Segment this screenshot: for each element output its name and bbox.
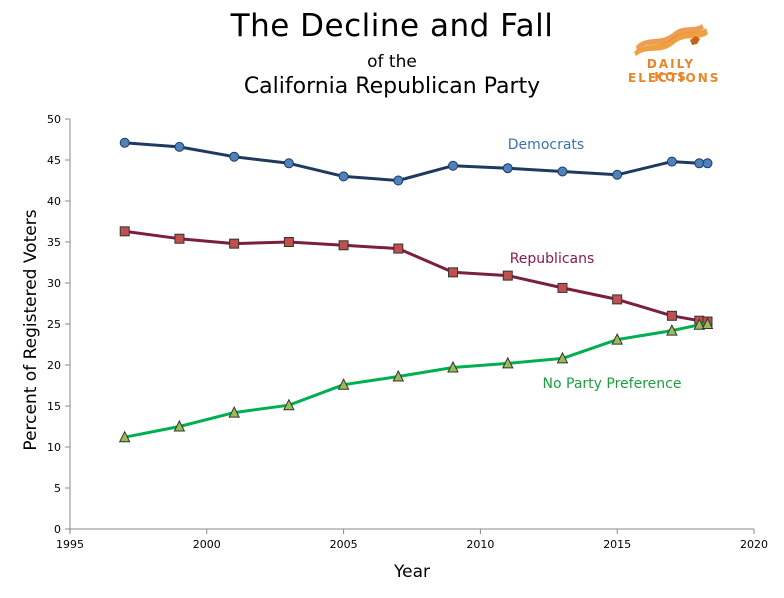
y-tick-label: 50 xyxy=(47,113,61,126)
republicans-point xyxy=(283,237,294,247)
republicans-point xyxy=(557,282,568,293)
series-democrats: Democrats xyxy=(119,137,713,186)
y-tick-label: 25 xyxy=(47,318,61,331)
democrats-point xyxy=(448,160,459,171)
republicans-point xyxy=(174,233,185,244)
republicans-point xyxy=(502,270,513,281)
chart-title: The Decline and Fall xyxy=(230,8,554,44)
x-tick-label: 2005 xyxy=(330,538,358,551)
no-party-preference-point xyxy=(556,351,569,364)
democrats-point xyxy=(393,175,404,186)
no-party-preference-point xyxy=(392,369,405,382)
daily-kos-elections-logo: DAILY KOS ELECTIONS xyxy=(628,24,721,88)
no-party-preference-point xyxy=(611,332,624,345)
no-party-preference-point xyxy=(693,318,706,330)
republicans-point xyxy=(666,310,677,321)
no-party-preference-label: No Party Preference xyxy=(543,376,682,392)
democrats-point xyxy=(338,171,349,182)
x-tick-label: 1995 xyxy=(56,538,84,551)
republicans-point xyxy=(119,226,130,237)
democrats-point xyxy=(119,137,130,148)
republicans-point xyxy=(448,267,459,278)
democrats-point xyxy=(174,141,185,152)
democrats-point xyxy=(283,158,294,169)
x-axis-title: Year xyxy=(393,562,430,582)
series-no-party-preference: No Party Preference xyxy=(118,317,714,443)
democrats-point xyxy=(502,163,513,174)
no-party-preference-point xyxy=(447,360,459,373)
republicans-line xyxy=(124,229,708,323)
y-tick-label: 5 xyxy=(54,482,61,495)
y-tick-label: 20 xyxy=(47,359,61,372)
no-party-preference-point xyxy=(228,405,241,418)
logo-line-2: ELECTIONS xyxy=(628,71,721,85)
chart-subtitle-of-the: of the xyxy=(367,52,417,72)
no-party-preference-point xyxy=(666,323,678,336)
democrats-point xyxy=(666,156,677,167)
chart-series: Democrats Republicans No Party Preference xyxy=(118,137,714,443)
no-party-preference-point xyxy=(283,398,295,411)
no-party-preference-point xyxy=(118,430,131,443)
y-tick-label: 0 xyxy=(54,523,61,536)
x-tick-label: 2000 xyxy=(193,538,221,551)
democrats-point xyxy=(694,158,705,169)
y-tick-label: 10 xyxy=(47,441,61,454)
x-tick-label: 2020 xyxy=(740,538,768,551)
republicans-point xyxy=(229,238,240,249)
republicans-point xyxy=(338,240,349,251)
y-tick-label: 45 xyxy=(47,154,61,167)
series-republicans: Republicans xyxy=(119,226,713,327)
flag-icon xyxy=(634,24,708,56)
y-tick-label: 40 xyxy=(47,195,61,208)
x-tick-label: 2015 xyxy=(603,538,631,551)
democrats-point xyxy=(229,151,240,162)
republicans-point xyxy=(612,294,623,305)
republicans-label: Republicans xyxy=(510,251,595,267)
y-axis-title: Percent of Registered Voters xyxy=(21,209,41,450)
democrats-point xyxy=(612,169,623,180)
chart-subtitle-party: California Republican Party xyxy=(243,74,541,99)
no-party-preference-point xyxy=(701,317,714,329)
no-party-preference-point xyxy=(337,378,350,390)
democrats-point xyxy=(702,158,713,169)
y-tick-label: 35 xyxy=(47,236,61,249)
y-tick-label: 30 xyxy=(47,277,61,290)
y-tick-label: 15 xyxy=(47,400,61,413)
x-tick-label: 2010 xyxy=(466,538,494,551)
democrats-label: Democrats xyxy=(508,137,584,153)
no-party-preference-point xyxy=(173,419,186,432)
logo-line-1: DAILY KOS xyxy=(646,57,696,84)
democrats-point xyxy=(557,166,568,177)
republicans-point xyxy=(393,243,404,254)
chart-axes: 0 5 10 15 20 25 30 35 40 45 50 1995 2000 2005 2010 2015… xyxy=(21,113,768,582)
no-party-preference-point xyxy=(501,356,514,369)
